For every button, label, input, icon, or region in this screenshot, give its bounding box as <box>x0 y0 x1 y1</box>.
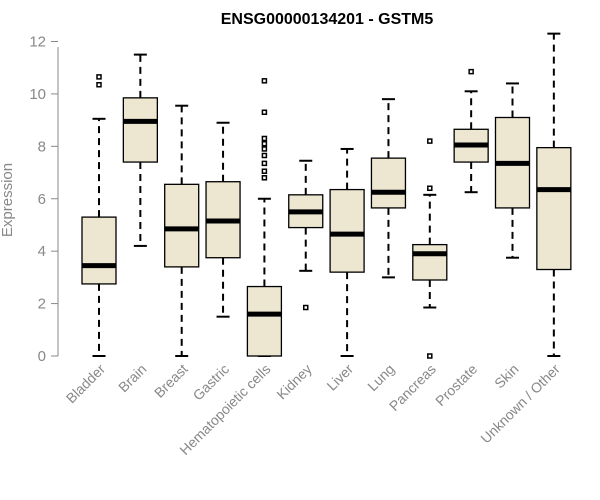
outlier-point <box>261 78 268 84</box>
iqr-box <box>329 188 365 273</box>
outlier-point <box>427 138 433 144</box>
box-group <box>453 68 489 194</box>
outlier-point <box>261 152 268 159</box>
iqr-box <box>536 146 572 271</box>
category-label: Breast <box>151 361 191 401</box>
category-label: Brain <box>115 361 149 395</box>
iqr-box <box>370 157 407 209</box>
iqr-box <box>412 243 448 281</box>
outlier-point <box>261 146 268 152</box>
y-tick-label: 4 <box>38 243 46 260</box>
box-group <box>412 138 448 359</box>
category-label: Prostate <box>432 361 480 409</box>
outlier-point <box>261 140 268 147</box>
outlier-point <box>261 135 268 142</box>
outlier-point <box>261 160 268 167</box>
y-axis-ticks: 0 2 4 6 8 10 12 <box>29 34 58 365</box>
chart-title: ENSG00000134201 - GSTM5 <box>221 11 434 28</box>
y-tick-label: 6 <box>38 191 46 208</box>
iqr-box <box>246 285 283 357</box>
outlier-point <box>468 68 474 75</box>
y-tick-label: 2 <box>38 296 46 313</box>
iqr-box <box>81 216 117 285</box>
y-tick-label: 8 <box>38 138 46 155</box>
box-group <box>370 98 407 279</box>
box-group <box>122 53 158 247</box>
iqr-box <box>164 183 200 268</box>
outlier-point <box>427 185 433 192</box>
y-axis-label: Expression <box>0 163 16 237</box>
box-group <box>329 147 365 357</box>
outlier-point <box>261 175 268 181</box>
outlier-point <box>96 81 102 88</box>
box-group <box>205 121 241 318</box>
box-group <box>288 159 324 311</box>
outlier-point <box>96 74 102 80</box>
category-label: Skin <box>491 361 522 392</box>
box-group <box>494 82 531 259</box>
iqr-box <box>122 97 158 163</box>
y-tick-label: 12 <box>29 34 46 51</box>
outlier-point <box>427 353 433 359</box>
outlier-point <box>261 109 268 116</box>
box-group <box>81 74 117 357</box>
outlier-point <box>303 304 309 311</box>
box-group <box>164 104 200 357</box>
category-label: Kidney <box>273 361 315 403</box>
boxes <box>81 32 572 359</box>
category-label: Bladder <box>63 361 109 407</box>
y-tick-label: 10 <box>29 86 46 103</box>
box-group <box>536 32 572 357</box>
y-tick-label: 0 <box>38 348 46 365</box>
box-group <box>246 78 283 357</box>
category-label: Lung <box>364 361 397 394</box>
outlier-point <box>261 168 268 174</box>
category-label: Liver <box>323 361 356 394</box>
